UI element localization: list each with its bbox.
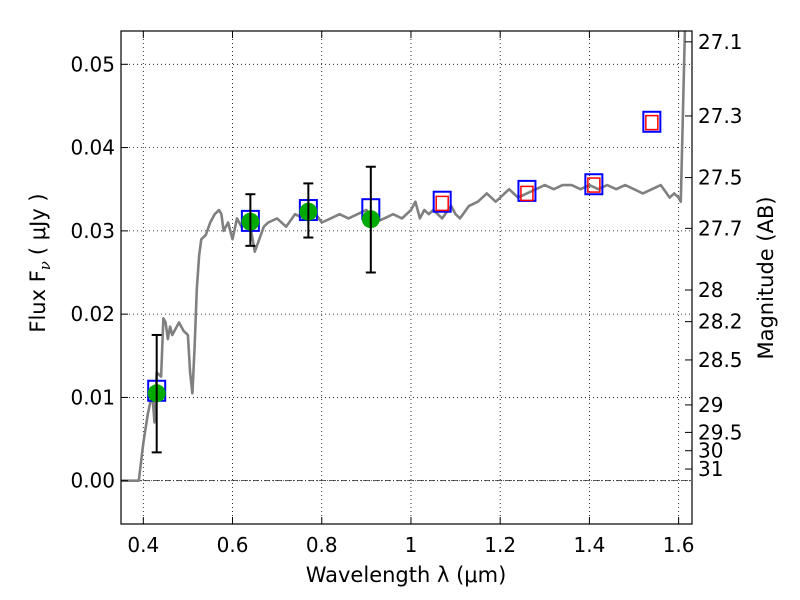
y2-tick-label: 28.5 [698, 348, 743, 372]
y-axis-title-main: Flux F [26, 270, 50, 332]
axis-ticks: 0.4 0.6 0.8 1 1.2 1.4 1.6 0.00 0.01 0.02 0.03 0.04 0… [70, 30, 742, 557]
x-tick-label: 0.4 [127, 533, 159, 557]
photometry-square-marker [584, 173, 604, 196]
y2-tick-label: 27.5 [698, 166, 743, 190]
y2-tick-label: 27.7 [698, 216, 743, 240]
model-square-marker [645, 114, 659, 131]
y-tick-label: 0.05 [70, 52, 115, 76]
model-square-marker [435, 195, 449, 212]
y2-tick-label: 28.2 [698, 310, 743, 334]
y2-tick-label: 29 [698, 393, 723, 417]
y2-tick-label: 30 [698, 439, 723, 463]
svg-text:Flux Fν( μJy ): Flux Fν ( μJy ) [26, 193, 54, 332]
x-tick-label: 1 [405, 533, 418, 557]
x-tick-label: 0.8 [306, 533, 338, 557]
y-tick-label: 0.00 [70, 469, 115, 493]
x-tick-label: 1.6 [663, 533, 695, 557]
spectrum-line [121, 31, 687, 482]
y2-tick-label: 31 [698, 457, 723, 481]
y-axis-title-unit: ( μJy ) [26, 193, 50, 255]
y-tick-label: 0.04 [70, 136, 115, 160]
y-tick-label: 0.01 [70, 385, 115, 409]
y-axis-title: Flux Fν ( μJy ) [26, 193, 54, 332]
data-series [121, 31, 687, 482]
model-square-marker [520, 185, 534, 202]
x-tick-label: 1.4 [573, 533, 605, 557]
x-tick-label: 0.6 [217, 533, 249, 557]
photometry-square-marker [432, 190, 452, 213]
x-axis-title: Wavelength λ (μm) [306, 563, 507, 587]
y-tick-label: 0.02 [70, 302, 115, 326]
x-tick-label: 1.2 [484, 533, 516, 557]
plot-frame [120, 30, 693, 525]
model-square-marker [587, 177, 601, 193]
secondary-y-axis-title: Magnitude (AB) [754, 196, 778, 359]
y2-tick-label: 29.5 [698, 420, 743, 444]
y2-tick-label: 27.3 [698, 104, 743, 128]
y2-tick-label: 28 [698, 278, 723, 302]
y2-tick-label: 27.1 [698, 30, 743, 54]
y-axis-title-subscript: ν [36, 261, 54, 270]
y-tick-label: 0.03 [70, 219, 115, 243]
photometry-square-marker [642, 110, 662, 133]
